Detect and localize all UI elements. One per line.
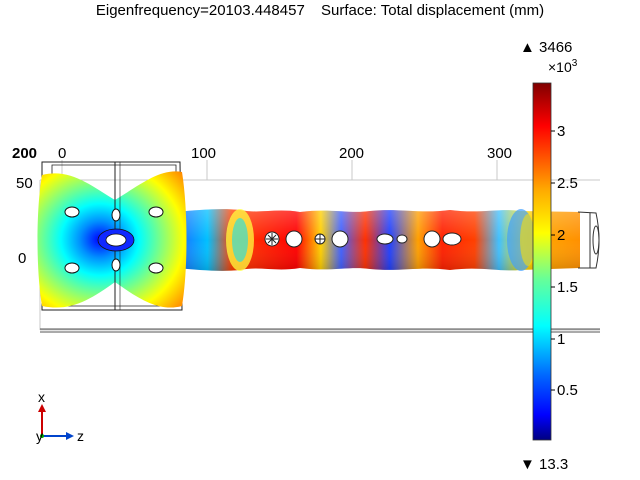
colorbar-tick-1: 1 bbox=[557, 331, 565, 348]
surface-label: Surface: Total displacement (mm) bbox=[320, 2, 545, 19]
colorbar-tick-2: 2 bbox=[557, 227, 565, 244]
colorbar-tick-0.5: 0.5 bbox=[557, 382, 578, 399]
top-tick-100: 100 bbox=[191, 145, 216, 162]
colorbar-min: ▼ 13.3 bbox=[520, 456, 568, 473]
triad-z-label: z bbox=[77, 428, 84, 444]
colorbar: ▲ 3466 ×103 3 2.5 2 1.5 1 0.5 ▼ 13.3 bbox=[520, 39, 578, 473]
base-plate-lines bbox=[40, 328, 600, 333]
colorbar-multiplier: ×103 bbox=[548, 58, 578, 75]
corner-label: 200 bbox=[12, 145, 37, 162]
colorbar-tick-1.5: 1.5 bbox=[557, 279, 578, 296]
colorbar-multiplier-base: ×10 bbox=[548, 59, 572, 75]
colorbar-tick-3: 3 bbox=[557, 123, 565, 140]
rod-holes bbox=[264, 230, 462, 248]
axis-triad: x y z bbox=[36, 389, 84, 444]
left-tick-50: 50 bbox=[16, 175, 33, 192]
eigenfrequency-label: Eigenfrequency=20103.448457 bbox=[95, 2, 305, 19]
top-axis-ticks: 0 100 200 300 bbox=[58, 145, 512, 162]
colorbar-tick-2.5: 2.5 bbox=[557, 175, 578, 192]
left-tick-0: 0 bbox=[18, 250, 26, 267]
colorbar-gradient bbox=[532, 82, 552, 441]
colorbar-max: ▲ 3466 bbox=[520, 39, 572, 56]
flange-plate bbox=[37, 161, 187, 311]
triad-x-label: x bbox=[38, 389, 45, 405]
top-tick-300: 300 bbox=[487, 145, 512, 162]
colorbar-multiplier-exp: 3 bbox=[572, 58, 578, 69]
top-tick-200: 200 bbox=[339, 145, 364, 162]
left-axis-ticks: 200 50 0 bbox=[12, 145, 37, 267]
plot-title: Eigenfrequency=20103.448457 Surface: Tot… bbox=[0, 2, 640, 19]
top-tick-0: 0 bbox=[58, 145, 66, 162]
triad-y-label: y bbox=[36, 428, 43, 444]
